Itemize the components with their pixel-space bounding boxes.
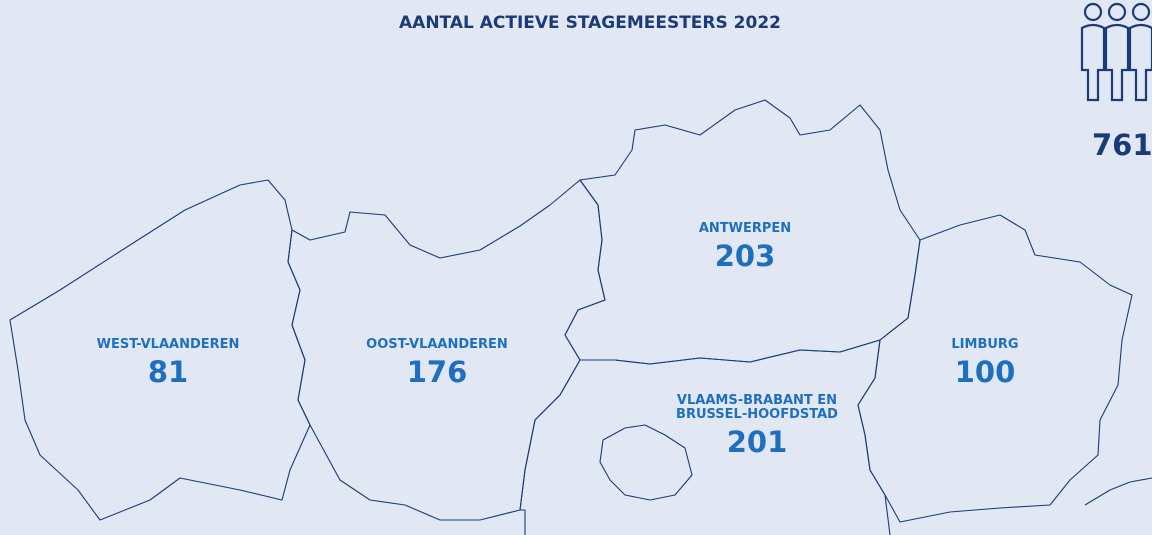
people-icon: [1080, 2, 1152, 102]
outline-brussel: [599, 424, 693, 501]
region-name: LIMBURG: [951, 337, 1018, 352]
region-value: 201: [727, 425, 788, 459]
person-head: [1083, 2, 1103, 22]
person-body: [1128, 23, 1152, 102]
region-name: WEST-VLAANDEREN: [97, 337, 240, 352]
region-name: OOST-VLAANDEREN: [366, 337, 508, 352]
outline-border-fragment: [1084, 477, 1152, 506]
total-value: 761: [1092, 128, 1152, 162]
title: AANTAL ACTIEVE STAGEMEESTERS 2022: [399, 13, 781, 33]
region-outlines: [9, 99, 1152, 535]
person-head: [1131, 2, 1151, 22]
region-name: VLAAMS-BRABANT EN: [677, 393, 837, 408]
region-value: 100: [955, 355, 1016, 389]
region-labels: WEST-VLAANDEREN 81 OOST-VLAANDEREN 176 ANTWE…: [97, 221, 1019, 459]
region-value: 81: [148, 355, 188, 389]
outline-vlaams-brabant: [519, 339, 891, 535]
person-body: [1104, 23, 1130, 102]
region-name: BRUSSEL-HOOFDSTAD: [676, 407, 838, 422]
person-body: [1080, 23, 1106, 102]
region-value: 176: [407, 355, 468, 389]
region-name: ANTWERPEN: [699, 221, 791, 236]
region-value: 203: [715, 239, 776, 273]
person-head: [1107, 2, 1127, 22]
